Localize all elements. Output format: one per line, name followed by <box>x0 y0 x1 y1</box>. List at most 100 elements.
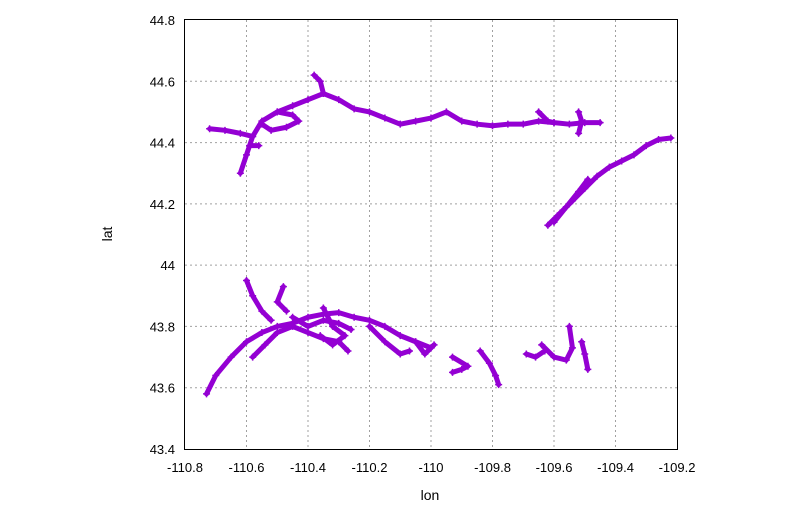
data-point <box>304 322 312 330</box>
track-series-5 <box>258 108 303 134</box>
x-tick-label: -110.8 <box>167 460 203 475</box>
data-point <box>289 313 297 321</box>
data-point <box>562 356 570 364</box>
data-point <box>304 313 312 321</box>
y-tick-label: 43.4 <box>150 442 175 457</box>
data-point <box>295 117 303 125</box>
data-point <box>575 129 583 137</box>
data-point <box>273 108 281 116</box>
data-point <box>544 221 552 229</box>
data-point <box>618 157 626 165</box>
track-line <box>311 72 326 97</box>
data-point <box>667 134 675 142</box>
data-point <box>427 114 435 122</box>
track-line <box>551 176 591 225</box>
data-point <box>565 322 573 330</box>
track-series-9 <box>550 175 592 226</box>
data-point <box>258 120 266 128</box>
data-point <box>273 322 281 330</box>
data-point <box>279 283 287 291</box>
x-tick-label: -110.4 <box>290 460 326 475</box>
data-point <box>319 304 327 312</box>
data-point <box>304 329 312 337</box>
data-point <box>261 341 269 349</box>
data-point <box>562 203 570 211</box>
data-point <box>442 108 450 116</box>
data-point <box>381 322 389 330</box>
data-point <box>412 338 420 346</box>
data-point <box>535 117 543 125</box>
data-point <box>544 117 552 125</box>
track-series-21 <box>538 322 576 364</box>
track-line <box>450 354 471 375</box>
data-point <box>578 117 586 125</box>
data-point <box>273 298 281 306</box>
data-point <box>550 353 558 361</box>
data-point <box>366 108 373 116</box>
data-point <box>421 350 429 358</box>
data-point <box>593 172 601 180</box>
data-point <box>476 347 484 355</box>
data-point <box>396 350 404 358</box>
track-line <box>274 284 289 314</box>
x-tick-label: -109.6 <box>536 460 573 475</box>
data-point <box>578 338 586 346</box>
data-point <box>344 347 352 355</box>
data-point <box>310 71 318 79</box>
data-point <box>267 316 275 324</box>
y-axis-label: lat <box>99 227 115 242</box>
data-point <box>522 350 530 358</box>
data-point <box>243 151 250 159</box>
track-series-8 <box>544 134 675 229</box>
track-series-6 <box>206 125 257 140</box>
data-point <box>535 108 543 116</box>
data-point <box>489 122 496 130</box>
track-series-0 <box>319 90 604 130</box>
track-line <box>545 135 674 228</box>
data-point <box>412 117 420 125</box>
y-tick-label: 44.8 <box>150 13 175 28</box>
data-point <box>568 344 576 352</box>
data-point <box>249 132 257 140</box>
data-point <box>581 350 589 358</box>
y-tick-label: 44.4 <box>150 136 175 151</box>
data-point <box>565 120 573 128</box>
data-point <box>381 114 389 122</box>
data-point <box>538 341 546 349</box>
tracks <box>203 71 675 398</box>
track-series-2 <box>575 108 586 137</box>
x-tick-label: -109.8 <box>474 460 511 475</box>
data-point <box>282 307 290 315</box>
data-point <box>221 126 229 134</box>
data-point <box>642 142 650 150</box>
track-line <box>204 310 434 397</box>
track-line <box>237 91 326 176</box>
data-point <box>243 276 250 284</box>
data-point <box>249 353 257 361</box>
data-point <box>495 381 503 389</box>
data-point <box>329 341 337 349</box>
data-point <box>267 126 275 134</box>
y-tick-label: 44.6 <box>150 74 175 89</box>
data-point <box>236 129 244 137</box>
y-tick-label: 43.6 <box>150 381 175 396</box>
track-line <box>207 126 256 139</box>
data-point <box>282 123 290 131</box>
data-point <box>258 329 266 337</box>
data-point <box>289 111 297 119</box>
track-line <box>244 277 274 323</box>
track-series-15 <box>289 313 355 333</box>
track-series-16 <box>366 322 413 358</box>
track-series-7 <box>246 142 263 150</box>
data-point <box>258 307 266 315</box>
data-point <box>519 120 527 128</box>
data-point <box>335 319 343 327</box>
x-tick-label: -110.2 <box>352 460 388 475</box>
data-point <box>206 125 214 133</box>
data-point <box>255 142 263 150</box>
data-point <box>319 316 327 324</box>
data-point <box>316 77 324 85</box>
data-point <box>449 368 457 376</box>
data-point <box>366 322 373 330</box>
